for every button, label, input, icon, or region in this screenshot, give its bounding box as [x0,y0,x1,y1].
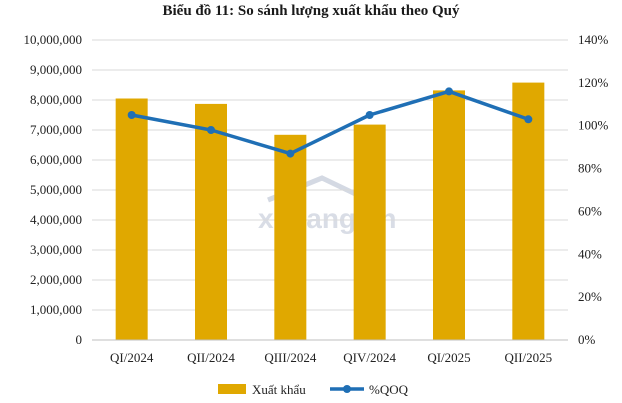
y-right-tick-label: 0% [578,332,596,347]
y-right-tick-label: 40% [578,246,602,261]
left-axis: 0 1,000,000 2,000,000 3,000,000 4,000,000 5,0… [24,32,83,347]
y-right-tick-label: 80% [578,161,602,176]
x-tick-label: QII/2024 [187,350,235,365]
line-point [524,115,533,124]
line-path [131,89,529,156]
bar [195,103,227,341]
line-point [207,126,215,134]
line-point [445,87,453,96]
y-right-tick-label: 20% [578,289,602,304]
bar [274,134,307,340]
line-point [127,111,136,119]
chart-title: Biểu đồ 11: So sánh lượng xuất khẩu theo… [162,3,460,19]
y-left-tick-label: 2,000,000 [30,272,82,287]
line-point [365,111,374,119]
bar [115,98,148,340]
x-tick-label: QIII/2024 [264,350,316,365]
y-left-tick-label: 9,000,000 [30,62,82,77]
bar-series [115,82,545,341]
x-tick-label: QII/2025 [504,350,552,365]
y-left-tick-label: 6,000,000 [30,152,82,167]
y-right-tick-label: 100% [578,118,609,133]
legend-swatch-bar [218,384,246,394]
x-tick-label: QI/2025 [427,350,470,365]
y-left-tick-label: 1,000,000 [30,302,82,317]
bar [353,124,386,340]
x-tick-label: QIV/2024 [343,350,396,365]
y-left-tick-label: 4,000,000 [30,212,82,227]
x-axis: QI/2024 QII/2024 QIII/2024 QIV/2024 QI/2025 Q… [92,339,568,365]
legend-label-line: %QOQ [369,382,409,397]
y-right-tick-label: 60% [578,203,602,218]
y-left-tick-label: 0 [76,332,83,347]
x-tick-label: QI/2024 [110,350,154,365]
y-left-tick-label: 10,000,000 [24,32,83,47]
line-series [127,87,533,158]
line-point [286,149,295,158]
legend-label-bar: Xuất khẩu [252,382,306,397]
bar [512,82,545,340]
right-axis: 0% 20% 40% 60% 80% 100% 120% 140% [578,32,609,347]
y-left-tick-label: 3,000,000 [30,242,82,257]
grid-lines [92,39,568,341]
y-right-tick-label: 120% [578,75,609,90]
legend: Xuất khẩu %QOQ [218,382,409,397]
legend-marker-line [343,385,351,393]
y-left-tick-label: 5,000,000 [30,182,82,197]
y-left-tick-label: 8,000,000 [30,92,82,107]
y-left-tick-label: 7,000,000 [30,122,82,137]
bar [433,90,465,341]
y-right-tick-label: 140% [578,32,609,47]
